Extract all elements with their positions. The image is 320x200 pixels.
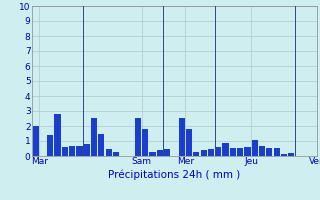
Bar [54, 114, 61, 156]
X-axis label: Précipitations 24h ( mm ): Précipitations 24h ( mm ) [108, 169, 241, 180]
Bar [135, 118, 141, 156]
Bar [230, 148, 236, 156]
Bar [201, 150, 207, 156]
Bar [259, 146, 265, 156]
Bar [266, 148, 272, 156]
Bar [179, 118, 185, 156]
Bar [215, 147, 221, 156]
Bar [149, 152, 156, 156]
Bar [274, 148, 280, 156]
Bar [33, 126, 39, 156]
Bar [252, 140, 258, 156]
Bar [244, 147, 251, 156]
Bar [281, 154, 287, 156]
Bar [91, 118, 97, 156]
Bar [237, 148, 243, 156]
Bar [208, 148, 214, 156]
Bar [193, 152, 199, 156]
Bar [76, 146, 83, 156]
Bar [222, 142, 228, 156]
Bar [62, 147, 68, 156]
Bar [47, 135, 53, 156]
Bar [106, 149, 112, 156]
Bar [113, 152, 119, 156]
Bar [98, 134, 104, 156]
Bar [142, 129, 148, 156]
Bar [186, 129, 192, 156]
Bar [84, 144, 90, 156]
Bar [157, 150, 163, 156]
Bar [164, 148, 170, 156]
Bar [69, 146, 75, 156]
Bar [288, 153, 294, 156]
